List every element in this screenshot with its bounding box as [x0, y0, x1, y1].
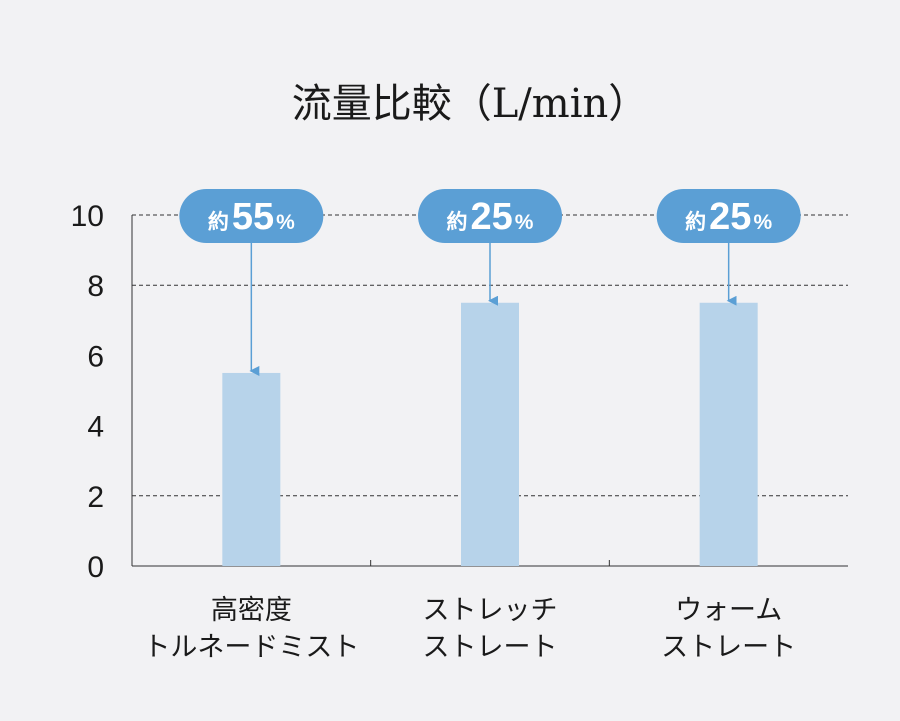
- y-tick-label: 6: [87, 340, 104, 373]
- callout-text: 約25%: [685, 196, 772, 238]
- callout-bubble: [656, 189, 801, 243]
- y-tick-label: 8: [87, 270, 104, 303]
- chart-title: 流量比較（L/min）: [292, 81, 649, 127]
- x-category-label: 高密度トルネードミスト: [143, 595, 359, 663]
- x-category-label: ウォームストレート: [661, 595, 796, 663]
- y-tick-label: 0: [87, 551, 104, 584]
- y-tick-label: 4: [87, 411, 104, 444]
- callout-text: 約55%: [208, 196, 295, 238]
- bar: [461, 302, 519, 566]
- x-category-label: ストレッチストレート: [423, 595, 558, 663]
- callout-bubble: [418, 189, 562, 243]
- bar: [222, 372, 281, 566]
- percentage-callout: 約25%: [656, 189, 801, 306]
- percentage-callout: 約25%: [418, 189, 562, 306]
- bar: [699, 302, 758, 566]
- callout-bubble: [179, 189, 324, 243]
- percentage-callout: 約55%: [179, 189, 324, 376]
- y-tick-label: 10: [71, 200, 104, 233]
- callout-text: 約25%: [447, 196, 534, 238]
- y-tick-label: 2: [87, 481, 104, 514]
